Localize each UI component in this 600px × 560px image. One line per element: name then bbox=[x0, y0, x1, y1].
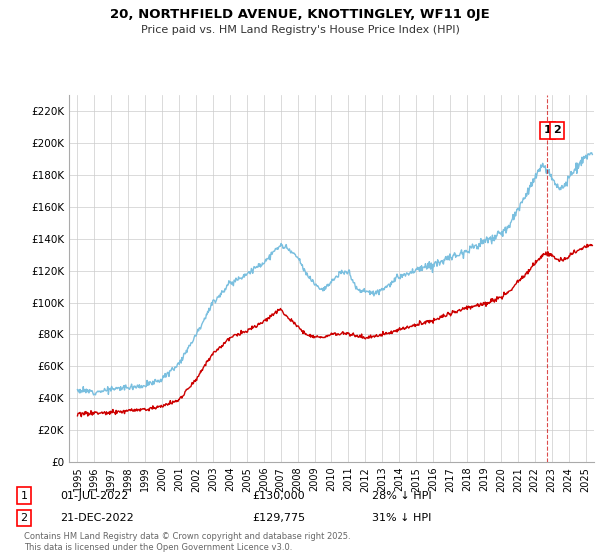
Text: 20, NORTHFIELD AVENUE, KNOTTINGLEY, WF11 0JE: 20, NORTHFIELD AVENUE, KNOTTINGLEY, WF11… bbox=[110, 8, 490, 21]
Text: 1: 1 bbox=[544, 125, 551, 136]
Text: Contains HM Land Registry data © Crown copyright and database right 2025.
This d: Contains HM Land Registry data © Crown c… bbox=[24, 532, 350, 552]
Text: 01-JUL-2022: 01-JUL-2022 bbox=[60, 491, 128, 501]
Text: 1: 1 bbox=[20, 491, 28, 501]
Text: £129,775: £129,775 bbox=[252, 513, 305, 523]
Text: 31% ↓ HPI: 31% ↓ HPI bbox=[372, 513, 431, 523]
Text: 2: 2 bbox=[20, 513, 28, 523]
Text: 28% ↓ HPI: 28% ↓ HPI bbox=[372, 491, 431, 501]
Text: 21-DEC-2022: 21-DEC-2022 bbox=[60, 513, 134, 523]
Text: 2: 2 bbox=[553, 125, 560, 136]
Text: £130,000: £130,000 bbox=[252, 491, 305, 501]
Text: Price paid vs. HM Land Registry's House Price Index (HPI): Price paid vs. HM Land Registry's House … bbox=[140, 25, 460, 35]
